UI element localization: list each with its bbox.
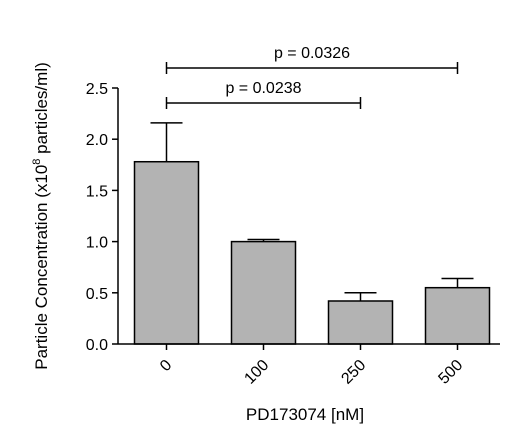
x-ticks-layer: 0 100 250 500 bbox=[157, 344, 466, 388]
significance-label: p = 0.0238 bbox=[225, 80, 301, 97]
bar-100 bbox=[230, 240, 297, 345]
error-bars-layer bbox=[150, 122, 474, 301]
bars-layer bbox=[133, 160, 491, 345]
y-axis-title-prefix: Particle Concentration (x10 bbox=[32, 165, 51, 370]
bar-500 bbox=[424, 286, 491, 345]
x-tick-label: 0 bbox=[157, 357, 175, 375]
bar-0 bbox=[133, 160, 200, 345]
y-tick-label: 2.5 bbox=[86, 81, 108, 98]
y-tick-label: 0.5 bbox=[86, 286, 108, 303]
y-axis-title-superscript: 8 bbox=[31, 159, 43, 165]
axes-layer bbox=[117, 88, 500, 345]
y-tick-label: 2.0 bbox=[86, 132, 108, 149]
y-axis-title: Particle Concentration (x108 particles/m… bbox=[31, 62, 51, 370]
y-tick-label: 1.0 bbox=[86, 235, 108, 252]
significance-layer: p = 0.0238 p = 0.0326 bbox=[165, 45, 459, 109]
x-tick-label: 500 bbox=[435, 357, 466, 388]
bar-250 bbox=[327, 300, 394, 345]
x-tick-label: 100 bbox=[241, 357, 272, 388]
y-axis-title-suffix: particles/ml) bbox=[32, 62, 51, 158]
y-tick-label: 0.0 bbox=[86, 337, 108, 354]
x-tick-label: 250 bbox=[338, 357, 369, 388]
y-ticks-layer: 0.0 0.5 1.0 1.5 2.0 2.5 bbox=[86, 81, 118, 354]
significance-label: p = 0.0326 bbox=[274, 45, 350, 62]
x-axis-title: PD173074 [nM] bbox=[246, 405, 364, 424]
y-tick-label: 1.5 bbox=[86, 183, 108, 200]
